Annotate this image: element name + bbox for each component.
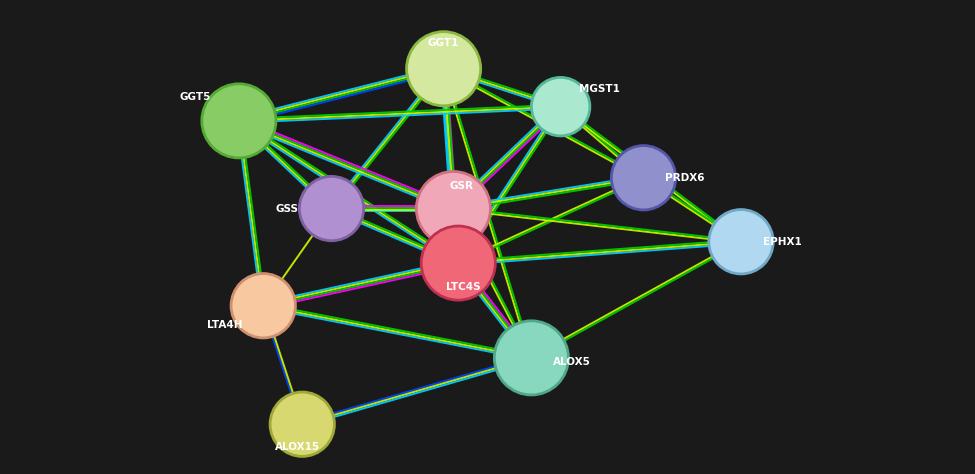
Text: LTA4H: LTA4H [207,319,242,330]
Ellipse shape [416,172,490,246]
Text: ALOX15: ALOX15 [275,442,320,452]
Ellipse shape [709,210,773,274]
Point [524,354,539,362]
Point [231,117,247,125]
Ellipse shape [494,321,568,395]
Text: GGT1: GGT1 [428,37,459,48]
Ellipse shape [202,84,276,158]
Text: GSS: GSS [275,203,298,214]
Text: PRDX6: PRDX6 [665,173,704,183]
Ellipse shape [231,273,295,338]
Point [436,65,451,73]
Point [446,205,461,212]
Text: MGST1: MGST1 [579,83,620,94]
Text: GSR: GSR [449,181,473,191]
Text: GGT5: GGT5 [179,92,211,102]
Ellipse shape [407,32,481,106]
Text: ALOX5: ALOX5 [554,356,591,367]
Ellipse shape [299,176,364,241]
Point [324,205,339,212]
Ellipse shape [270,392,334,456]
Point [255,302,271,310]
Point [450,259,466,267]
Point [733,238,749,246]
Ellipse shape [421,226,495,300]
Text: EPHX1: EPHX1 [762,237,801,247]
Ellipse shape [611,146,676,210]
Point [553,103,568,110]
Point [294,420,310,428]
Point [636,174,651,182]
Ellipse shape [531,77,590,136]
Text: LTC4S: LTC4S [446,282,481,292]
